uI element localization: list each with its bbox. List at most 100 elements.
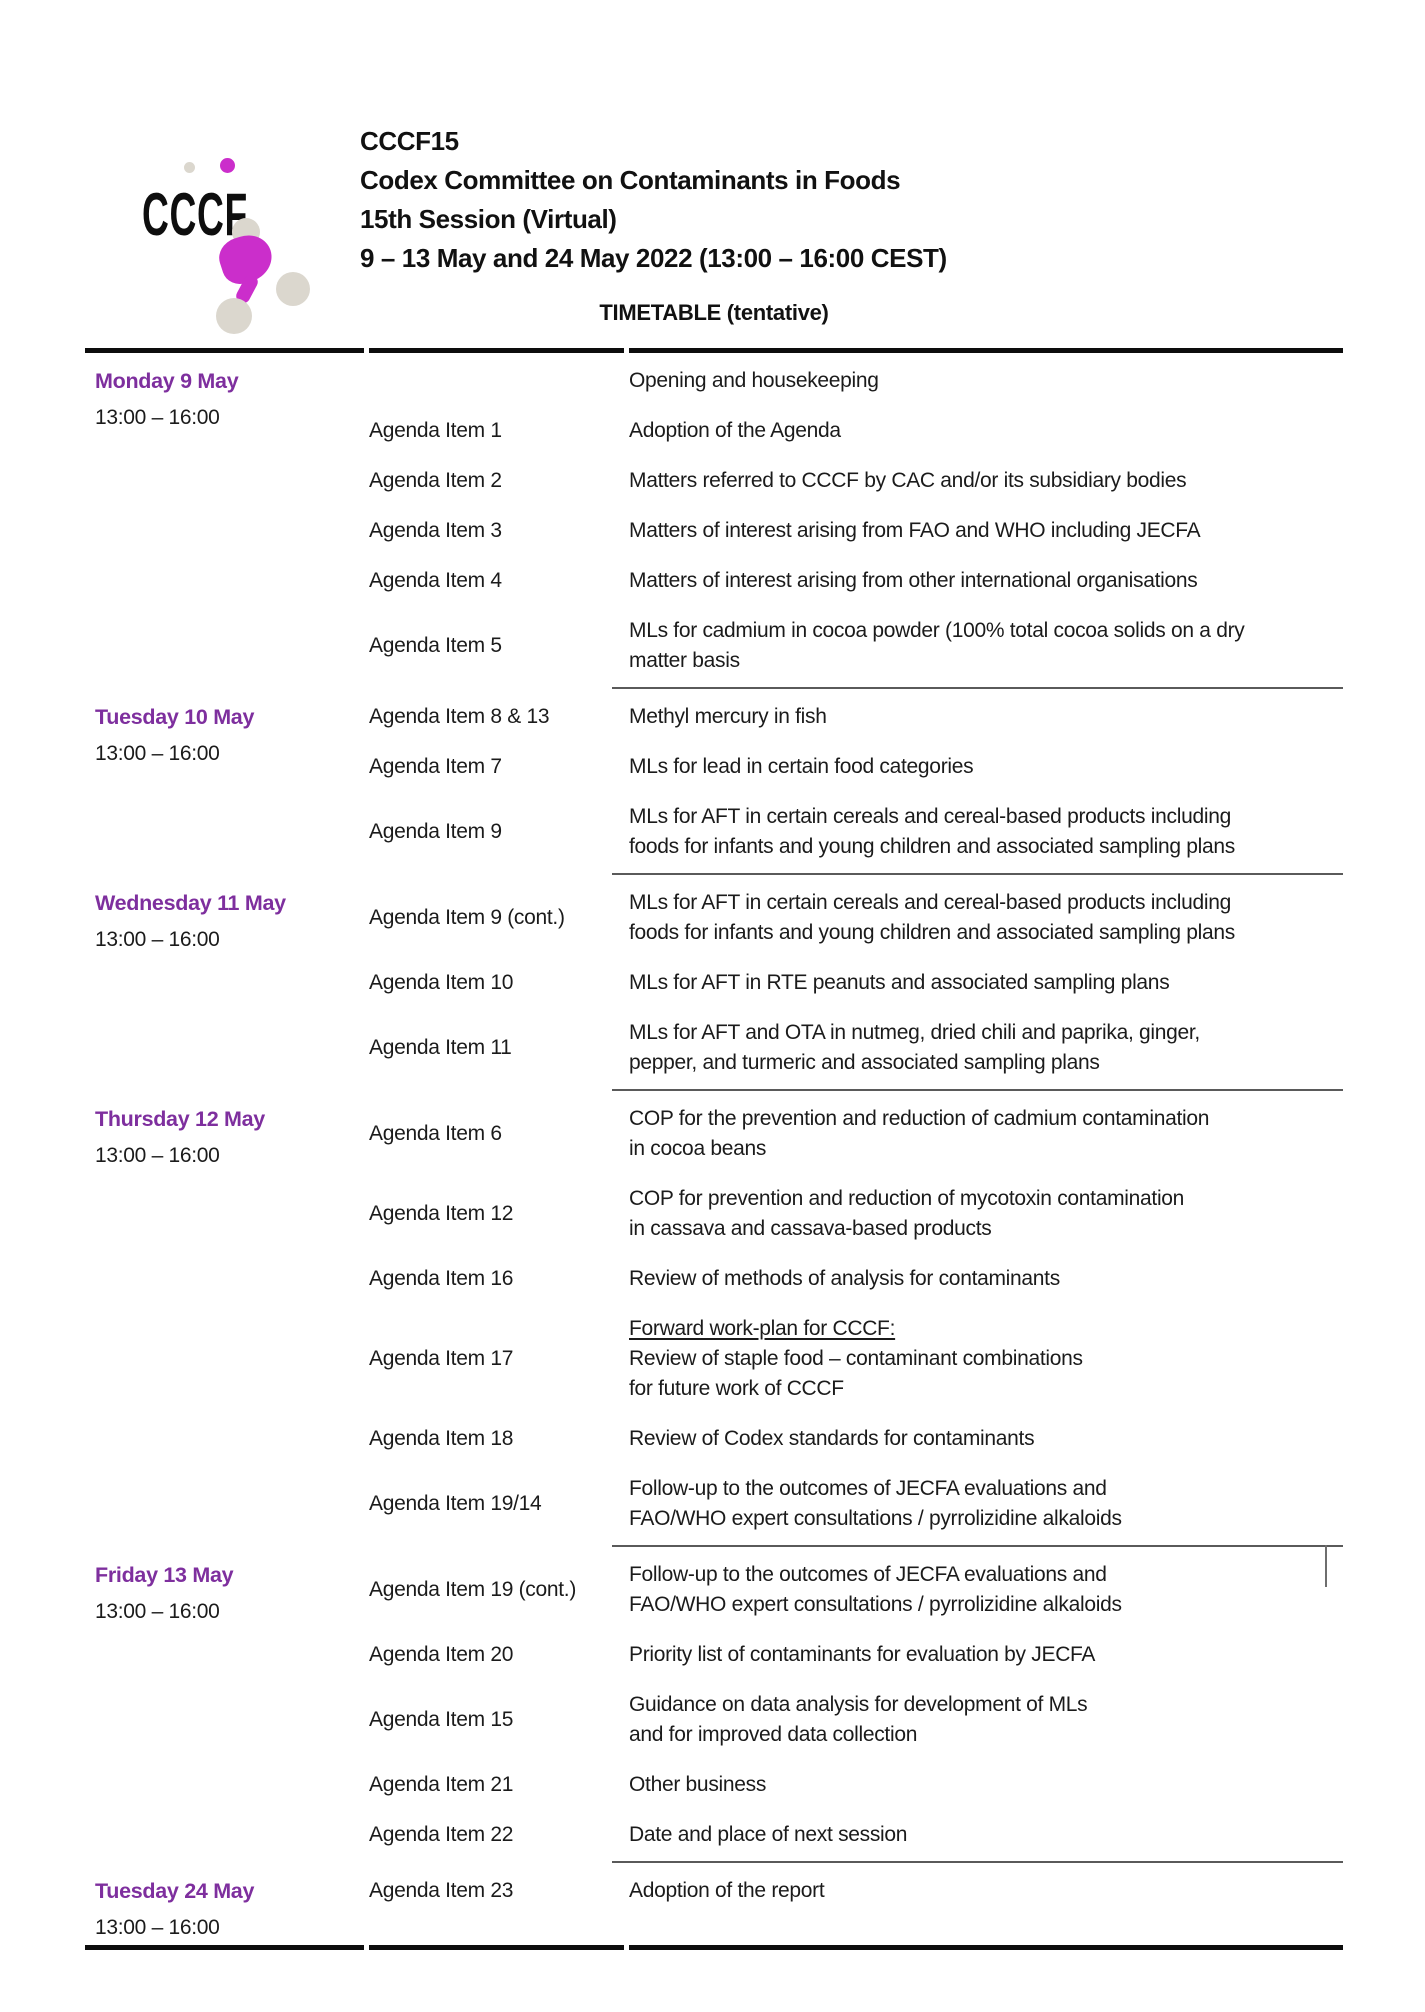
time-label: 13:00 – 16:00	[95, 742, 220, 765]
section-rows: Agenda Item 23 Adoption of the report	[367, 1871, 1343, 1943]
logo-text: CCCF	[142, 181, 248, 248]
table-row: Agenda Item 5 MLs for cadmium in cocoa p…	[367, 611, 1343, 681]
timetable-section: Monday 9 May 13:00 – 16:00 Opening and h…	[85, 353, 1343, 687]
table-row: Agenda Item 22 Date and place of next se…	[367, 1815, 1343, 1855]
agenda-description: Guidance on data analysis for developmen…	[627, 1685, 1343, 1755]
agenda-description: MLs for AFT in certain cereals and cerea…	[627, 797, 1343, 867]
agenda-item-label: Agenda Item 5	[369, 634, 502, 657]
agenda-item-label: Agenda Item 1	[369, 419, 502, 442]
section-rows: Agenda Item 9 (cont.) MLs for AFT in cer…	[367, 883, 1343, 1087]
section-rows: Agenda Item 8 & 13 Methyl mercury in fis…	[367, 697, 1343, 871]
day-label: Wednesday 11 May	[95, 891, 286, 915]
table-row: Agenda Item 16 Review of methods of anal…	[367, 1259, 1343, 1299]
description-line: Date and place of next session	[629, 1823, 908, 1846]
description-line: MLs for AFT in RTE peanuts and associate…	[629, 971, 1170, 994]
agenda-description: Review of methods of analysis for contam…	[627, 1259, 1343, 1299]
agenda-description: Methyl mercury in fish	[627, 697, 1343, 737]
table-top-rule	[85, 348, 1343, 353]
document-header: CCCF15 Codex Committee on Contaminants i…	[360, 122, 947, 278]
day-cell: Friday 13 May 13:00 – 16:00	[85, 1555, 367, 1859]
description-line: foods for infants and young children and…	[629, 835, 1235, 858]
description-line: foods for infants and young children and…	[629, 921, 1235, 944]
timetable-section: Thursday 12 May 13:00 – 16:00 Agenda Ite…	[85, 1091, 1343, 1545]
agenda-description: Follow-up to the outcomes of JECFA evalu…	[627, 1555, 1343, 1625]
day-cell: Thursday 12 May 13:00 – 16:00	[85, 1099, 367, 1543]
day-label: Monday 9 May	[95, 369, 239, 393]
timetable-section: Tuesday 24 May 13:00 – 16:00 Agenda Item…	[85, 1863, 1343, 1945]
page-title: TIMETABLE (tentative)	[599, 300, 829, 325]
time-label: 13:00 – 16:00	[95, 1600, 220, 1623]
time-label: 13:00 – 16:00	[95, 406, 220, 429]
session-dates: 9 – 13 May and 24 May 2022 (13:00 – 16:0…	[360, 243, 947, 273]
agenda-description: Opening and housekeeping	[627, 361, 1343, 401]
day-cell: Tuesday 10 May 13:00 – 16:00	[85, 697, 367, 871]
description-line: FAO/WHO expert consultations / pyrrolizi…	[629, 1507, 1122, 1530]
table-row: Agenda Item 10 MLs for AFT in RTE peanut…	[367, 963, 1343, 1003]
table-row: Agenda Item 20 Priority list of contamin…	[367, 1635, 1343, 1675]
agenda-item-label: Agenda Item 15	[369, 1708, 514, 1731]
day-label: Thursday 12 May	[95, 1107, 265, 1131]
agenda-description: Other business	[627, 1765, 1343, 1805]
agenda-description: MLs for lead in certain food categories	[627, 747, 1343, 787]
cccf-logo: CCCF	[128, 140, 348, 334]
description-line: Follow-up to the outcomes of JECFA evalu…	[629, 1563, 1107, 1586]
agenda-item-label: Agenda Item 3	[369, 519, 502, 542]
description-line: Matters referred to CCCF by CAC and/or i…	[629, 469, 1187, 492]
table-row: Agenda Item 7 MLs for lead in certain fo…	[367, 747, 1343, 787]
table-bottom-rule	[85, 1945, 1343, 1950]
description-line: in cassava and cassava-based products	[629, 1217, 992, 1240]
timetable-section: Friday 13 May 13:00 – 16:00 Agenda Item …	[85, 1547, 1343, 1861]
agenda-item-label: Agenda Item 9	[369, 820, 502, 843]
description-line: MLs for cadmium in cocoa powder (100% to…	[629, 619, 1245, 642]
timetable: Monday 9 May 13:00 – 16:00 Opening and h…	[85, 348, 1343, 1950]
table-row: Agenda Item 6 COP for the prevention and…	[367, 1099, 1343, 1169]
description-line: MLs for AFT in certain cereals and cerea…	[629, 805, 1231, 828]
description-line: Adoption of the Agenda	[629, 419, 841, 442]
agenda-item-label: Agenda Item 20	[369, 1643, 514, 1666]
table-row: Agenda Item 8 & 13 Methyl mercury in fis…	[367, 697, 1343, 737]
description-line: Opening and housekeeping	[629, 369, 879, 392]
agenda-item-label: Agenda Item 17	[369, 1347, 514, 1370]
agenda-item-label: Agenda Item 10	[369, 971, 514, 994]
molecule-atom-icon	[216, 298, 252, 334]
description-line: Follow-up to the outcomes of JECFA evalu…	[629, 1477, 1107, 1500]
committee-name: Codex Committee on Contaminants in Foods	[360, 165, 901, 195]
table-row: Agenda Item 4 Matters of interest arisin…	[367, 561, 1343, 601]
agenda-description: Priority list of contaminants for evalua…	[627, 1635, 1343, 1675]
description-line: MLs for AFT and OTA in nutmeg, dried chi…	[629, 1021, 1200, 1044]
timetable-section: Wednesday 11 May 13:00 – 16:00 Agenda It…	[85, 875, 1343, 1089]
description-line: Adoption of the report	[629, 1879, 825, 1902]
agenda-description: MLs for AFT and OTA in nutmeg, dried chi…	[627, 1013, 1343, 1083]
timetable-section: Tuesday 10 May 13:00 – 16:00 Agenda Item…	[85, 689, 1343, 873]
day-label: Friday 13 May	[95, 1563, 234, 1587]
description-line: FAO/WHO expert consultations / pyrrolizi…	[629, 1593, 1122, 1616]
table-row: Agenda Item 19 (cont.) Follow-up to the …	[367, 1555, 1343, 1625]
description-line: MLs for lead in certain food categories	[629, 755, 974, 778]
agenda-description: MLs for AFT in certain cereals and cerea…	[627, 883, 1343, 953]
section-rows: Agenda Item 19 (cont.) Follow-up to the …	[367, 1555, 1343, 1859]
description-line: MLs for AFT in certain cereals and cerea…	[629, 891, 1231, 914]
agenda-item-label: Agenda Item 9 (cont.)	[369, 906, 565, 929]
description-line: Review of staple food – contaminant comb…	[629, 1347, 1083, 1370]
description-line: Methyl mercury in fish	[629, 705, 827, 728]
section-separator	[612, 687, 1343, 689]
agenda-item-label: Agenda Item 22	[369, 1823, 514, 1846]
description-line: Matters of interest arising from other i…	[629, 569, 1198, 592]
logo-magenta-dot-icon	[220, 158, 235, 173]
agenda-description: Matters of interest arising from FAO and…	[627, 511, 1343, 551]
agenda-description: COP for prevention and reduction of myco…	[627, 1179, 1343, 1249]
time-label: 13:00 – 16:00	[95, 1916, 220, 1939]
agenda-item-label: Agenda Item 11	[369, 1036, 512, 1059]
stray-cell-border-artifact	[1325, 1545, 1327, 1587]
day-label: Tuesday 10 May	[95, 705, 255, 729]
agenda-description: Adoption of the report	[627, 1871, 1343, 1911]
agenda-description: Matters of interest arising from other i…	[627, 561, 1343, 601]
agenda-item-label: Agenda Item 6	[369, 1122, 502, 1145]
table-row: Agenda Item 18 Review of Codex standards…	[367, 1419, 1343, 1459]
table-row: Agenda Item 1 Adoption of the Agenda	[367, 411, 1343, 451]
description-line: Other business	[629, 1773, 767, 1796]
logo-gray-dot-icon	[184, 162, 195, 173]
description-line: Priority list of contaminants for evalua…	[629, 1643, 1096, 1666]
description-line: Review of Codex standards for contaminan…	[629, 1427, 1035, 1450]
